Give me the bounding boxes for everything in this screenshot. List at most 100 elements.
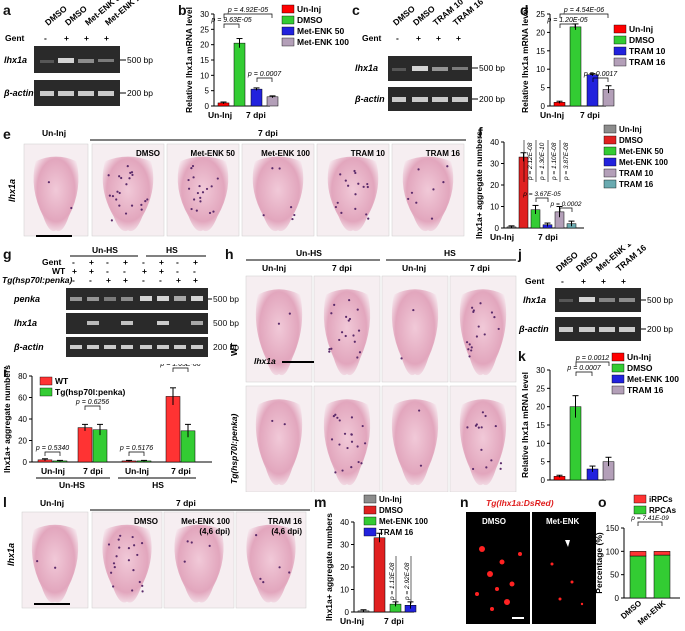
y-tick-label: 15 xyxy=(200,56,209,65)
legend-label: Met-ENK 100 xyxy=(619,158,668,167)
p-value: p = 1.30E-10 xyxy=(539,142,546,181)
stain-dot xyxy=(471,467,475,471)
y-tick-label: 30 xyxy=(536,366,545,375)
stain-dot xyxy=(198,184,201,188)
legend-label: Tg(hsp70l:penka) xyxy=(55,387,126,397)
stain-dot xyxy=(365,213,368,216)
stain-dot xyxy=(467,348,470,351)
image-tile-label: Met-ENK 50 xyxy=(191,149,236,158)
gel-g-gent-sign: - xyxy=(106,257,109,267)
stain-dot xyxy=(328,348,331,351)
tissue-shape xyxy=(323,289,371,376)
stain-dot xyxy=(345,315,348,318)
gel-g-gent-sign: + xyxy=(123,257,128,267)
gel-g-gent-sign: + xyxy=(193,257,198,267)
stain-dot xyxy=(484,414,487,418)
bar xyxy=(165,396,181,463)
image-tile-label: TRAM 16 xyxy=(426,149,461,158)
significance-bracket xyxy=(128,451,145,456)
y-tick-label: 5 xyxy=(541,84,546,93)
arrowhead-icon xyxy=(565,540,570,547)
stain-dot xyxy=(465,341,469,344)
p-value: p = 0.0002 xyxy=(550,201,582,208)
y-tick-label: 20 xyxy=(536,403,545,412)
stain-dot xyxy=(344,334,347,338)
legend-label: WT xyxy=(55,376,69,386)
gel-c-blot-top xyxy=(388,56,472,81)
gel-j-row-label: β-actin xyxy=(518,324,549,334)
tissue-shape xyxy=(252,156,304,232)
p-value: p = 7.41E-09 xyxy=(630,515,669,522)
gel-a-blot-top xyxy=(34,46,120,73)
stain-dot xyxy=(212,210,215,213)
stain-dot xyxy=(480,426,483,429)
y-tick-label: 30 xyxy=(490,160,499,169)
p-value: p = 0.0012 xyxy=(575,355,609,362)
legend-label: DMSO xyxy=(297,15,323,25)
stain-dot xyxy=(195,209,198,212)
stain-dot xyxy=(350,440,354,443)
panel-label-c: c xyxy=(352,2,360,18)
x-tick-label: Un-Inj xyxy=(41,466,65,476)
gel-a-size-label: 200 bp xyxy=(127,88,153,98)
stain-dot xyxy=(110,219,113,222)
stain-dot xyxy=(442,181,445,184)
y-tick-label: 5 xyxy=(541,458,546,467)
gel-g-tg-label: Tg(hsp70l:penka) xyxy=(2,275,73,285)
legend-swatch xyxy=(281,26,295,36)
gel-c-gent-sign: + xyxy=(416,33,421,43)
stain-dot xyxy=(140,203,143,206)
gel-c-gent-sign: + xyxy=(436,33,441,43)
stain-dot xyxy=(471,306,474,309)
stain-dot xyxy=(127,559,130,562)
image-l: Un-Inj 7 dpi lhx1a DMSO Met-ENK 100(4,6 d… xyxy=(6,498,310,609)
stain-dot xyxy=(36,560,39,563)
stain-dot xyxy=(430,217,434,220)
image-tile-label: DMSO xyxy=(136,149,160,158)
stain-dot xyxy=(196,191,199,195)
y-tick-label: 10 xyxy=(490,203,499,212)
tissue-shape xyxy=(177,156,229,232)
gel-g-group-label: Un-HS xyxy=(92,245,118,255)
stain-dot xyxy=(475,335,478,338)
stain-dot xyxy=(144,199,147,203)
stain-dot xyxy=(490,311,494,314)
image-tile-sublabel: (4,6 dpi) xyxy=(199,527,230,536)
x-group-label: Un-Inj xyxy=(340,616,364,626)
x-group-label: Un-Inj xyxy=(490,232,514,242)
y-tick-label: 0 xyxy=(541,476,546,485)
gel-c-size-label: 200 bp xyxy=(479,94,505,104)
stain-dot xyxy=(348,317,352,321)
stain-dot xyxy=(336,201,339,204)
gel-g-row-label: β-actin xyxy=(13,342,44,352)
stain-dot xyxy=(118,204,121,207)
y-tick-label: 50 xyxy=(610,571,619,580)
y-tick-label: 80 xyxy=(18,372,27,381)
significance-bracket xyxy=(172,367,189,372)
legend-swatch xyxy=(281,4,295,14)
significance-bracket xyxy=(223,13,273,18)
stain-dot xyxy=(415,201,418,204)
chart-k: 0 5 10 15 20 25 30 Relative lhx1a mRNA level p =… xyxy=(520,352,679,485)
gel-g-tg-sign: + xyxy=(123,275,128,285)
stain-dot xyxy=(201,191,205,194)
legend-label: DMSO xyxy=(627,363,653,373)
stain-dot xyxy=(350,466,353,469)
image-tile-label: Met-ENK 100 xyxy=(181,517,230,526)
legend-swatch xyxy=(603,168,617,178)
image-h-col: Un-Inj xyxy=(262,263,286,273)
stain-dot xyxy=(357,182,360,185)
legend-label: RPCAs xyxy=(649,506,677,515)
bar xyxy=(250,88,263,107)
legend-swatch xyxy=(363,516,377,526)
gel-g-wt-sign: + xyxy=(89,266,94,276)
gel-c-gent-sign: + xyxy=(456,33,461,43)
legend-label: TRAM 16 xyxy=(629,57,666,67)
stain-dot xyxy=(499,467,502,470)
tissue-shape xyxy=(391,289,439,376)
y-tick-label: 10 xyxy=(536,65,545,74)
y-tick-label: 0 xyxy=(23,458,28,467)
bar xyxy=(266,96,279,107)
panel-label-a: a xyxy=(3,2,11,18)
